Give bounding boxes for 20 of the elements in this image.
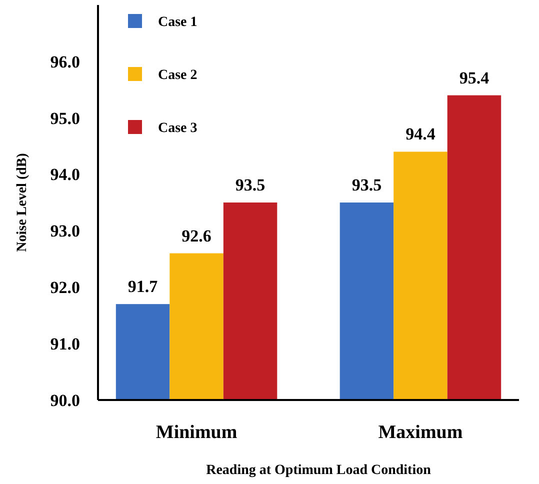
data-label: 94.4 [406, 124, 436, 144]
x-tick-label: Minimum [156, 422, 238, 443]
data-label: 91.7 [128, 277, 158, 296]
y-tick-label: 96.0 [50, 52, 80, 72]
y-tick-label: 94.0 [50, 165, 80, 184]
legend-label: Case 1 [158, 14, 198, 30]
y-tick-label: 90.0 [50, 390, 80, 410]
data-label: 95.4 [459, 68, 490, 88]
x-tick-label: Maximum [378, 422, 463, 443]
data-label: 92.6 [182, 226, 212, 246]
legend-label: Case 3 [158, 120, 198, 136]
y-tick-label: 91.0 [50, 334, 80, 354]
y-tick-label: 92.0 [50, 278, 80, 298]
y-axis-title: Noise Level (dB) [15, 152, 30, 252]
data-label: 93.5 [235, 176, 266, 194]
data-label: 93.5 [352, 176, 382, 194]
x-axis-title: Reading at Optimum Load Condition [206, 463, 432, 478]
y-tick-label: 93.0 [50, 222, 80, 241]
legend-label: Case 2 [158, 68, 198, 83]
y-tick-label: 95.0 [50, 108, 80, 128]
